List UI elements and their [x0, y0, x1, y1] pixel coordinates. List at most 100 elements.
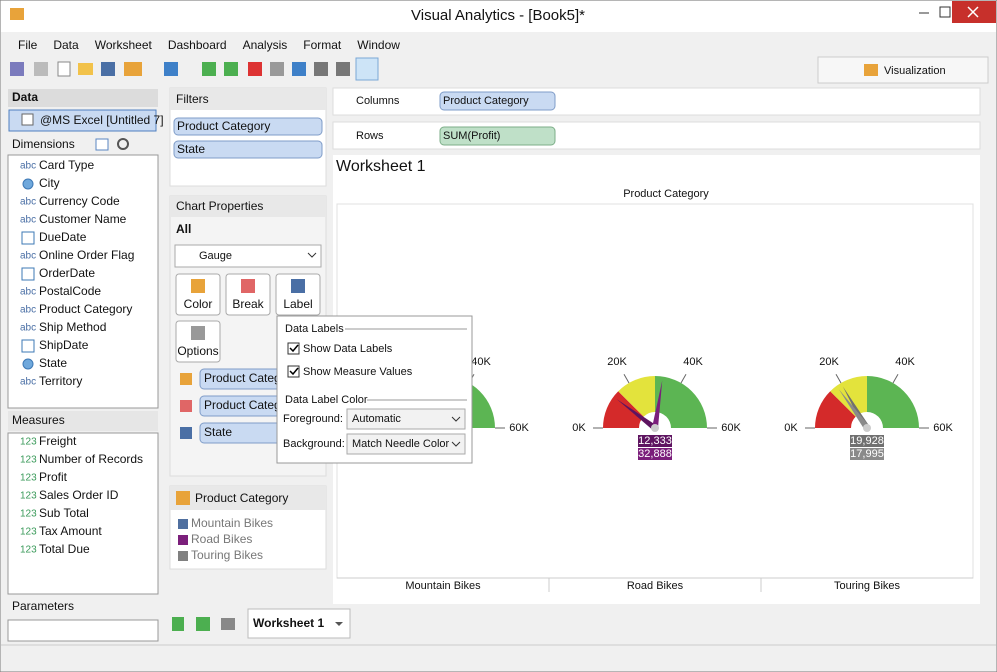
property-button[interactable] [225, 273, 271, 316]
tool[interactable] [270, 62, 284, 76]
field-name[interactable]: Online Order Flag [39, 248, 134, 262]
field-name[interactable]: Territory [39, 374, 82, 388]
parameters-box[interactable] [7, 619, 159, 642]
field-name[interactable]: Customer Name [39, 212, 127, 226]
menu-item[interactable]: Analysis [243, 38, 288, 52]
field-name[interactable]: Ship Method [39, 320, 106, 334]
gauge-tick-label: 20K [819, 356, 839, 368]
tool[interactable] [202, 62, 216, 76]
rows-pill[interactable] [439, 126, 556, 146]
dropdown-arrow [307, 252, 317, 258]
needle-label-bg [850, 448, 884, 460]
check [21, 113, 34, 126]
app-icon [10, 8, 24, 20]
legend-swatch [178, 551, 188, 561]
visualization-tab[interactable] [817, 56, 989, 84]
legend-label: Road Bikes [191, 532, 252, 546]
menu-item[interactable]: Data [53, 38, 79, 52]
refresh[interactable] [164, 62, 178, 76]
field-name[interactable]: Number of Records [39, 452, 143, 466]
field-name[interactable]: Product Category [39, 302, 132, 316]
sheet-list[interactable] [221, 618, 235, 630]
menu-item[interactable]: File [18, 38, 38, 52]
menu-item[interactable]: Window [357, 38, 400, 52]
menu-item[interactable]: Format [303, 38, 342, 52]
check-mark [289, 367, 299, 376]
needle-label: 12,333 [638, 435, 672, 447]
category-label: Mountain Bikes [405, 580, 481, 592]
button-label: Color [184, 297, 213, 311]
checkbox[interactable] [287, 342, 300, 355]
field-name[interactable]: Currency Code [39, 194, 120, 208]
data-label-popup: Data Labels Show Data Labels Show Measur… [276, 315, 473, 464]
new-sheet[interactable] [172, 617, 184, 631]
gauge-tick [892, 374, 899, 384]
field-name[interactable]: Sub Total [39, 506, 89, 520]
field-name[interactable]: Freight [39, 434, 77, 448]
gauge-band [603, 391, 644, 428]
field-name[interactable]: PostalCode [39, 284, 101, 298]
table-icon[interactable] [95, 138, 109, 151]
field-type: 123 [20, 509, 37, 520]
search-icon[interactable] [117, 138, 129, 150]
open[interactable] [78, 63, 93, 75]
tool[interactable] [248, 62, 262, 76]
menu-item[interactable]: Dashboard [168, 38, 227, 52]
gauge-tick [680, 374, 687, 384]
gauge-tick-label: 60K [721, 422, 741, 434]
data-source[interactable] [124, 62, 142, 76]
tool[interactable] [224, 62, 238, 76]
viz-icon [864, 64, 878, 76]
property-button[interactable] [175, 320, 221, 363]
toolbar: Visualization [10, 56, 989, 84]
field-name[interactable]: OrderDate [39, 266, 95, 280]
data-source[interactable] [8, 109, 157, 132]
needle-label: 32,888 [638, 448, 672, 460]
new[interactable] [57, 61, 71, 77]
sheet-tab-label: Worksheet 1 [253, 616, 324, 630]
field-name[interactable]: Tax Amount [39, 524, 102, 538]
filter-pill[interactable] [173, 117, 323, 136]
new-dashboard[interactable] [196, 617, 210, 631]
close-icon [967, 6, 979, 18]
chart-type-dropdown[interactable] [174, 244, 322, 268]
foreground-select[interactable] [346, 408, 466, 430]
checkbox[interactable] [287, 365, 300, 378]
tool[interactable] [292, 62, 306, 76]
field-name[interactable]: ShipDate [39, 338, 89, 352]
field-type: abc [20, 161, 36, 172]
field-type: abc [20, 323, 36, 334]
geo-icon [22, 358, 34, 370]
window-title: Visual Analytics - [Book5]* [411, 7, 585, 24]
gauge-needle [616, 399, 657, 431]
field-name[interactable]: Total Due [39, 542, 90, 556]
field-name[interactable]: City [39, 176, 60, 190]
field-name[interactable]: Sales Order ID [39, 488, 119, 502]
property-button[interactable] [175, 273, 221, 316]
save[interactable] [101, 62, 115, 76]
data-source-name: @MS Excel [Untitled 7] [40, 113, 164, 127]
undo[interactable] [10, 62, 24, 76]
gauge-needle [838, 389, 870, 430]
field-name[interactable]: State [39, 356, 67, 370]
menu-item[interactable]: Worksheet [95, 38, 153, 52]
category-label: Road Bikes [627, 580, 684, 592]
maximize[interactable] [939, 6, 951, 18]
redo[interactable] [34, 62, 48, 76]
field-name[interactable]: Profit [39, 470, 68, 484]
background-select[interactable] [346, 433, 466, 455]
property-button[interactable] [275, 273, 321, 316]
button-icon [291, 279, 305, 293]
field-name[interactable]: DueDate [39, 230, 87, 244]
filter-pill[interactable] [173, 140, 323, 159]
tool-active[interactable] [355, 57, 379, 81]
tool[interactable] [314, 62, 328, 76]
date-icon [21, 339, 35, 353]
tool[interactable] [336, 62, 350, 76]
gauge-tick-label: 40K [471, 356, 491, 368]
sheet-tab[interactable] [247, 608, 351, 639]
columns-pill[interactable] [439, 91, 556, 111]
gauge-tick-label: 40K [683, 356, 703, 368]
field-name[interactable]: Card Type [39, 158, 94, 172]
